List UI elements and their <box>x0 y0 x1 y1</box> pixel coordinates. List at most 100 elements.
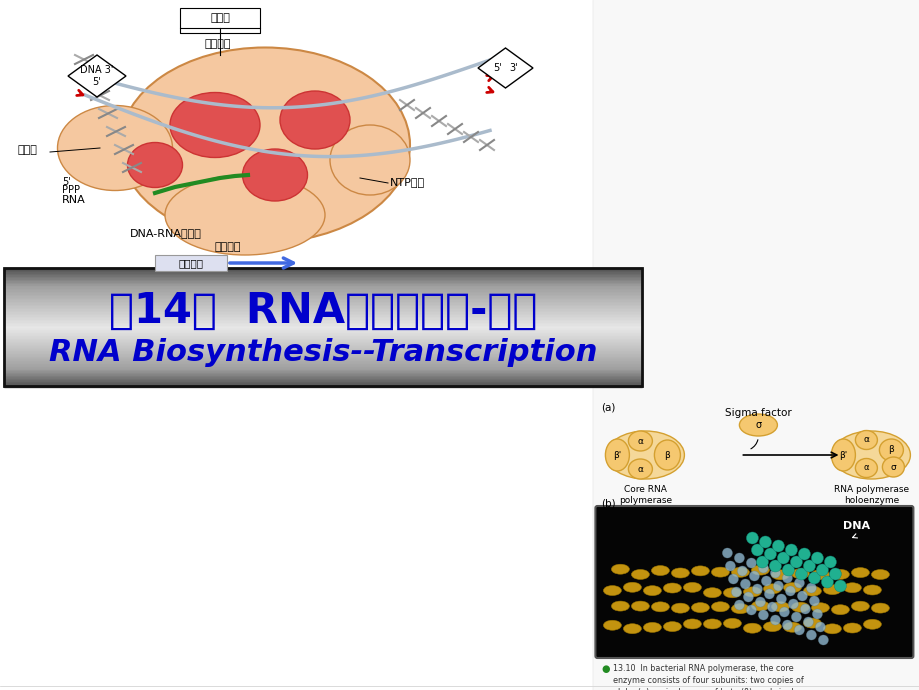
Circle shape <box>724 561 734 571</box>
Bar <box>4 318 641 320</box>
Ellipse shape <box>722 618 741 629</box>
Bar <box>4 342 641 344</box>
Bar <box>4 335 641 336</box>
Ellipse shape <box>651 566 669 575</box>
Ellipse shape <box>881 457 903 477</box>
Circle shape <box>802 617 812 627</box>
Bar <box>4 280 641 282</box>
Circle shape <box>755 556 767 568</box>
Circle shape <box>764 548 776 560</box>
Ellipse shape <box>855 431 877 449</box>
Text: Sigma factor: Sigma factor <box>724 408 791 418</box>
Circle shape <box>740 579 750 589</box>
Bar <box>4 271 641 273</box>
Circle shape <box>754 597 765 607</box>
Bar <box>4 368 641 371</box>
Circle shape <box>811 552 823 564</box>
Circle shape <box>761 576 770 586</box>
Text: β': β' <box>838 451 846 460</box>
Ellipse shape <box>642 622 661 633</box>
Circle shape <box>766 602 777 612</box>
Bar <box>4 380 641 382</box>
Bar <box>4 340 641 342</box>
Text: DNA 3': DNA 3' <box>80 65 114 75</box>
Bar <box>4 365 641 367</box>
Ellipse shape <box>770 602 789 612</box>
Bar <box>4 297 641 299</box>
Circle shape <box>745 532 757 544</box>
Bar <box>4 346 641 348</box>
Ellipse shape <box>843 623 860 633</box>
Bar <box>4 315 641 317</box>
Ellipse shape <box>870 569 889 580</box>
Circle shape <box>772 540 784 552</box>
Ellipse shape <box>850 568 868 578</box>
Circle shape <box>769 615 779 625</box>
Ellipse shape <box>671 568 688 578</box>
Polygon shape <box>68 55 126 97</box>
Text: ●: ● <box>601 664 609 674</box>
Circle shape <box>728 574 738 584</box>
Bar <box>4 268 641 270</box>
Bar <box>4 273 641 275</box>
Ellipse shape <box>751 601 768 611</box>
Bar <box>593 0 919 690</box>
Bar <box>4 305 641 307</box>
Bar <box>4 283 641 285</box>
Text: β': β' <box>613 451 621 460</box>
Bar <box>4 268 641 386</box>
Circle shape <box>757 610 767 620</box>
Circle shape <box>809 596 819 606</box>
Circle shape <box>788 599 798 609</box>
Circle shape <box>743 592 753 602</box>
Bar <box>4 304 641 306</box>
Circle shape <box>806 583 815 593</box>
Circle shape <box>818 635 827 645</box>
Ellipse shape <box>823 624 841 634</box>
Bar <box>4 327 641 329</box>
Bar <box>4 324 641 326</box>
Bar <box>4 373 641 375</box>
Bar <box>4 364 641 366</box>
Ellipse shape <box>802 618 821 628</box>
Circle shape <box>733 553 743 563</box>
Bar <box>4 367 641 368</box>
Text: 5': 5' <box>62 177 71 187</box>
Text: 非模板链: 非模板链 <box>205 39 232 49</box>
Circle shape <box>789 556 801 568</box>
Bar <box>4 293 641 295</box>
Text: 5': 5' <box>493 63 502 73</box>
Bar <box>4 339 641 341</box>
Bar <box>4 330 641 332</box>
Text: 5': 5' <box>93 77 101 87</box>
Text: RNA: RNA <box>62 195 85 205</box>
Ellipse shape <box>642 586 661 595</box>
Bar <box>4 286 641 288</box>
Ellipse shape <box>703 619 720 629</box>
Bar <box>4 377 641 379</box>
Bar <box>4 270 641 271</box>
Ellipse shape <box>722 588 741 598</box>
Text: (b): (b) <box>601 498 616 508</box>
Bar <box>4 336 641 338</box>
Bar <box>4 375 641 377</box>
Text: 13.10  In bacterial RNA polymerase, the core
enzyme consists of four subunits: t: 13.10 In bacterial RNA polymerase, the c… <box>613 664 820 690</box>
Circle shape <box>829 568 841 580</box>
Text: σ: σ <box>754 420 761 430</box>
Bar <box>4 314 641 316</box>
Bar <box>4 296 641 298</box>
Circle shape <box>811 609 822 619</box>
Bar <box>4 374 641 376</box>
Ellipse shape <box>832 431 910 479</box>
Ellipse shape <box>811 603 829 613</box>
Bar <box>4 299 641 301</box>
Text: DNA-RNA杂合链: DNA-RNA杂合链 <box>130 228 201 238</box>
Bar <box>4 371 641 373</box>
Text: α: α <box>863 464 868 473</box>
Bar <box>4 295 641 297</box>
Ellipse shape <box>603 586 620 595</box>
Circle shape <box>790 612 800 622</box>
Text: RNA Biosynthesis--Transcription: RNA Biosynthesis--Transcription <box>49 339 596 368</box>
Bar <box>154 255 227 271</box>
Bar <box>4 361 641 363</box>
